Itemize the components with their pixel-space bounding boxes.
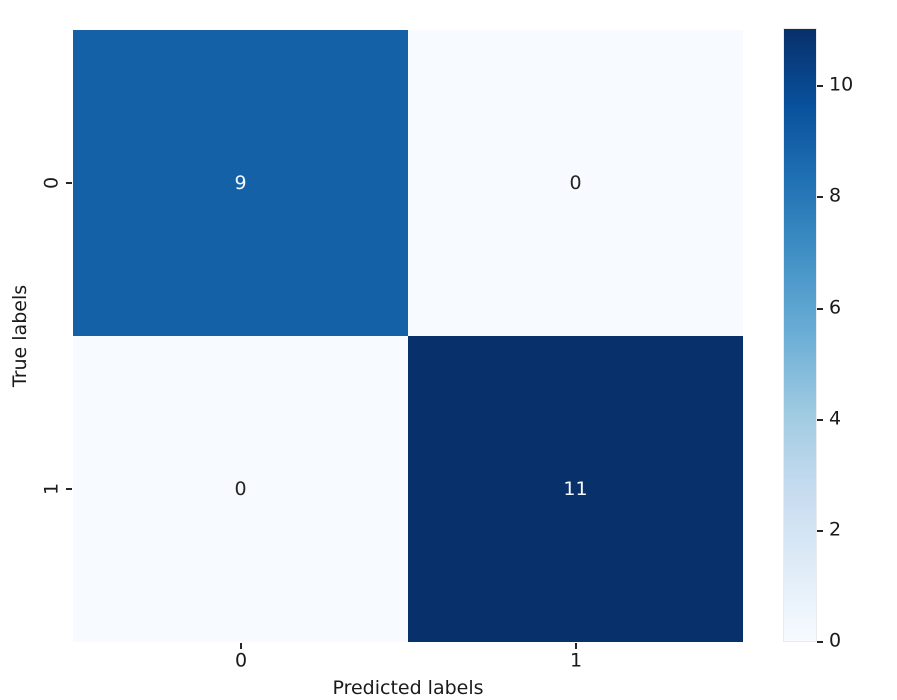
cell-annotation: 9	[234, 171, 247, 194]
y-axis-tick-mark	[66, 488, 72, 490]
colorbar-tick-mark	[817, 530, 823, 532]
colorbar-tick-mark	[817, 641, 823, 643]
heatmap-grid: 9 0 0 11	[73, 30, 743, 642]
colorbar-tick-label: 6	[829, 296, 842, 319]
colorbar-tick-label: 4	[829, 407, 842, 430]
heatmap-cell-r1c0: 0	[73, 336, 408, 642]
x-axis-tick-mark	[240, 643, 242, 649]
cell-annotation: 0	[234, 477, 247, 500]
y-axis-tick-label: 1	[40, 482, 63, 496]
colorbar-tick-label: 0	[829, 629, 842, 652]
y-axis-tick-mark	[66, 182, 72, 184]
colorbar-tick-mark	[817, 419, 823, 421]
heatmap-cell-r1c1: 11	[408, 336, 743, 642]
colorbar-tick-label: 10	[829, 73, 854, 96]
y-axis-title: True labels	[9, 284, 31, 388]
colorbar-tick-mark	[817, 85, 823, 87]
colorbar-tick-mark	[817, 196, 823, 198]
colorbar-tick-label: 8	[829, 184, 842, 207]
heatmap-cell-r0c1: 0	[408, 30, 743, 336]
colorbar-tick-label: 2	[829, 518, 842, 541]
x-axis-tick-label: 0	[234, 649, 248, 672]
cell-annotation: 11	[563, 477, 588, 500]
heatmap-cell-r0c0: 9	[73, 30, 408, 336]
x-axis-title: Predicted labels	[332, 677, 484, 699]
colorbar	[783, 28, 817, 642]
x-axis-tick-mark	[575, 643, 577, 649]
colorbar-tick-mark	[817, 308, 823, 310]
cell-annotation: 0	[569, 171, 582, 194]
x-axis-tick-label: 1	[569, 649, 583, 672]
y-axis-tick-label: 0	[40, 176, 63, 190]
